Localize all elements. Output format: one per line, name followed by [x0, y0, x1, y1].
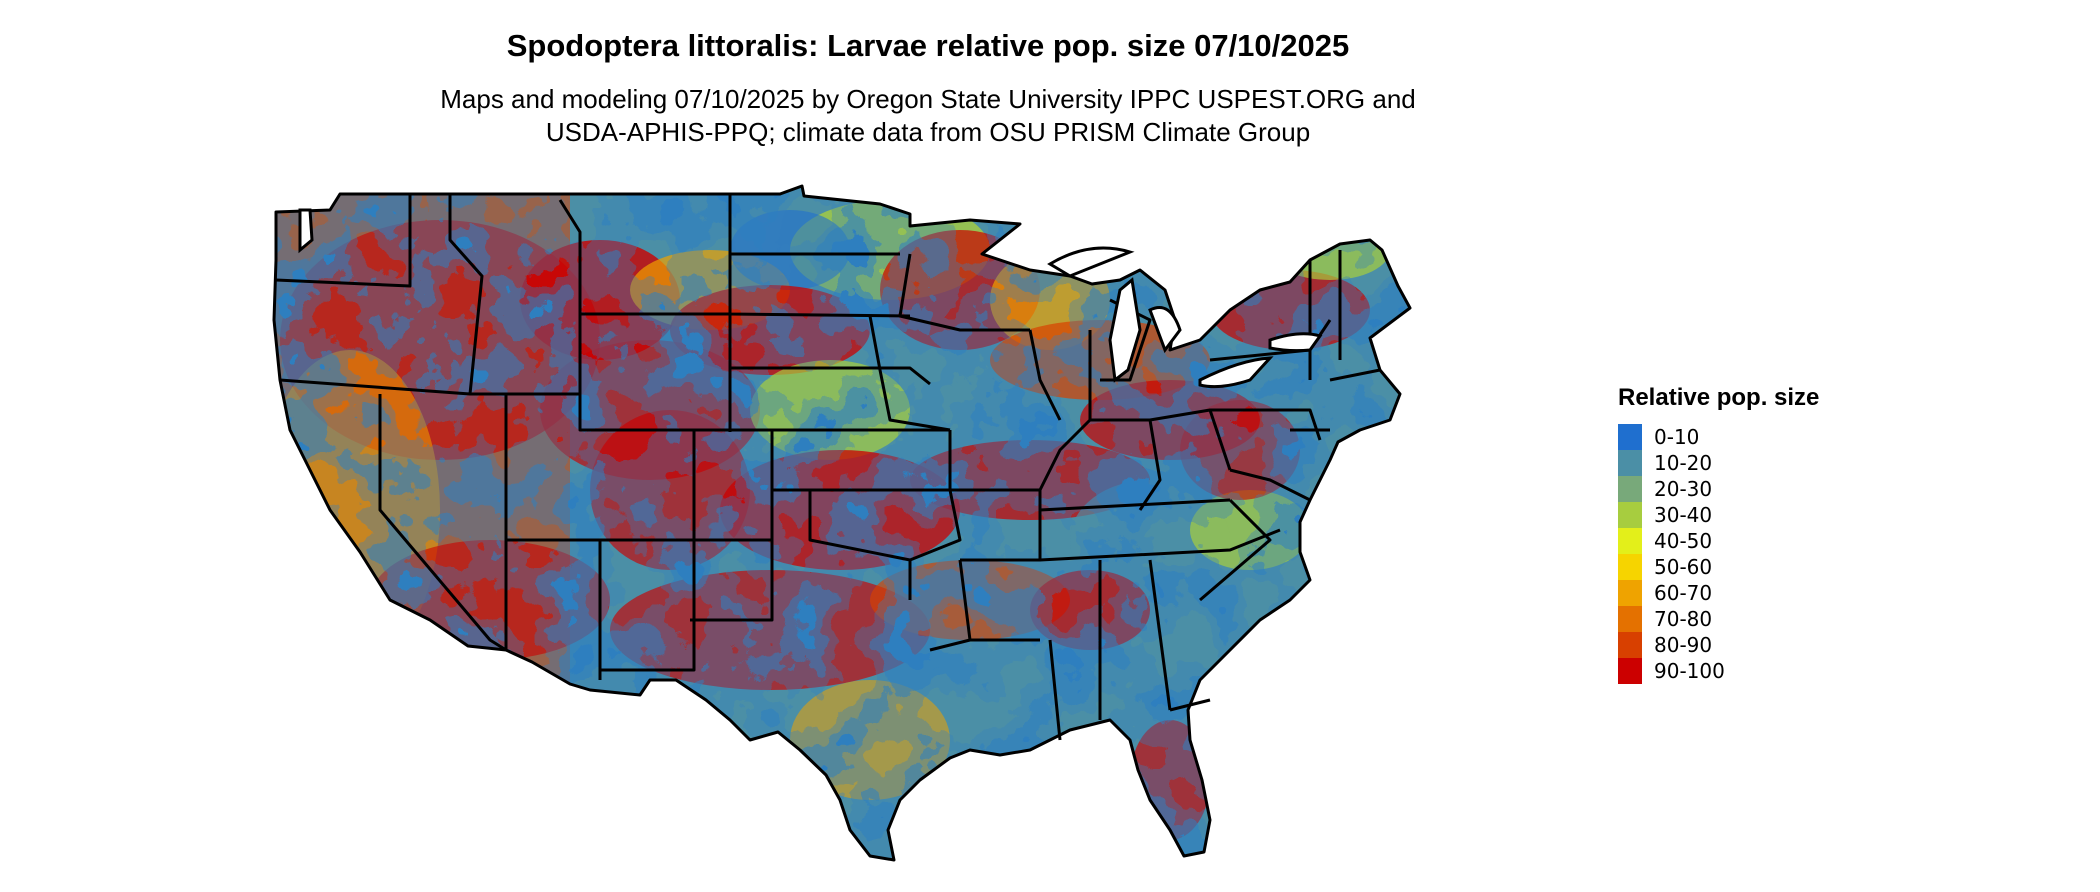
legend-item: 50-60	[1618, 554, 1878, 580]
legend-label: 0-10	[1654, 425, 1700, 449]
lake-erie	[1198, 356, 1274, 389]
legend-label: 70-80	[1654, 607, 1713, 631]
lake-superior	[1047, 246, 1135, 278]
us-map-svg	[272, 184, 1412, 862]
legend-item: 70-80	[1618, 606, 1878, 632]
lake-huron	[1148, 306, 1182, 354]
legend-label: 10-20	[1654, 451, 1713, 475]
legend-swatch	[1618, 580, 1642, 606]
legend-label: 80-90	[1654, 633, 1713, 657]
legend-label: 30-40	[1654, 503, 1713, 527]
great-lakes	[298, 208, 1323, 389]
legend-item: 30-40	[1618, 502, 1878, 528]
lake-ontario	[1268, 332, 1323, 353]
map-title: Spodoptera littoralis: Larvae relative p…	[506, 28, 1350, 63]
legend-swatch	[1618, 476, 1642, 502]
legend-swatch	[1618, 554, 1642, 580]
legend-label: 20-30	[1654, 477, 1713, 501]
risk-raster	[274, 186, 1410, 860]
map-subtitle-line-1: Maps and modeling 07/10/2025 by Oregon S…	[440, 84, 1416, 114]
puget-sound	[298, 208, 314, 254]
legend-swatch	[1618, 502, 1642, 528]
legend-swatch	[1618, 658, 1642, 684]
legend-swatch	[1618, 606, 1642, 632]
legend-item: 80-90	[1618, 632, 1878, 658]
us-map	[270, 180, 1590, 892]
lake-michigan	[1108, 277, 1142, 383]
legend-label: 60-70	[1654, 581, 1713, 605]
legend-items: 0-10 10-20 20-30 30-40 40-50 50-60 60-70 70-80 8…	[1618, 424, 1878, 684]
legend-title: Relative pop. size	[1618, 384, 1820, 411]
legend-label: 50-60	[1654, 555, 1713, 579]
map-subtitle-line-2: USDA-APHIS-PPQ; climate data from OSU PR…	[545, 117, 1311, 147]
legend-swatch	[1618, 424, 1642, 450]
legend-item: 0-10	[1618, 424, 1878, 450]
legend-swatch	[1618, 450, 1642, 476]
legend-label: 40-50	[1654, 529, 1713, 553]
legend-item: 40-50	[1618, 528, 1878, 554]
legend-item: 90-100	[1618, 658, 1878, 684]
legend-label: 90-100	[1654, 659, 1725, 683]
map-legend: Relative pop. size 0-10 10-20 20-30 30-40 40…	[1618, 384, 1878, 684]
legend-item: 20-30	[1618, 476, 1878, 502]
legend-swatch	[1618, 632, 1642, 658]
legend-swatch	[1618, 528, 1642, 554]
legend-item: 60-70	[1618, 580, 1878, 606]
legend-item: 10-20	[1618, 450, 1878, 476]
state-boundaries	[272, 184, 1412, 862]
